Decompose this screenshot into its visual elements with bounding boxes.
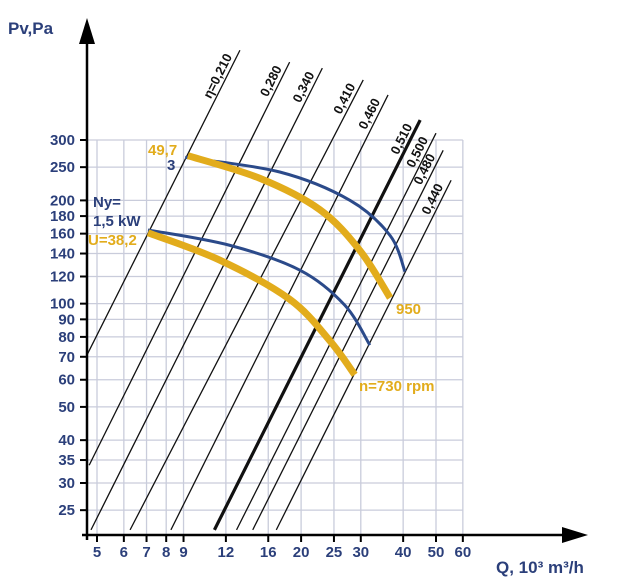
x-tick-label: 16	[260, 544, 277, 561]
efficiency-line	[90, 67, 323, 531]
y-tick-label: 120	[50, 268, 75, 285]
y-tick-label: 35	[58, 452, 75, 469]
annotation-u-high: 49,7	[148, 142, 177, 159]
efficiency-label: η=0,210	[200, 51, 235, 101]
y-axis-title: Pv,Pa	[8, 19, 54, 38]
annotation-ny-label: Ny=	[93, 194, 121, 211]
efficiency-line	[170, 94, 389, 531]
y-tick-label: 40	[58, 432, 75, 449]
y-tick-label: 300	[50, 132, 75, 149]
x-tick-label: 40	[395, 544, 412, 561]
y-tick-label: 90	[58, 311, 75, 328]
y-tick-label: 70	[58, 349, 75, 366]
y-tick-label: 25	[58, 502, 75, 519]
annotation-u-low: U=38,2	[88, 232, 137, 249]
efficiency-line	[129, 79, 364, 531]
curve-n-730-rpm	[146, 229, 358, 377]
annotations: 49,7 3 Ny= 1,5 kW U=38,2 950 n=730 rpm	[88, 142, 434, 395]
efficiency-line	[88, 61, 291, 466]
annotation-ny-high: 3	[167, 157, 175, 174]
x-tick-label: 5	[93, 544, 101, 561]
x-tick-label: 6	[120, 544, 128, 561]
y-axis-arrow	[79, 18, 95, 44]
efficiency-line	[235, 132, 437, 531]
y-tick-label: 200	[50, 192, 75, 209]
efficiency-line	[252, 149, 444, 531]
x-tick-label: 30	[352, 544, 369, 561]
x-tick-label: 12	[218, 544, 235, 561]
x-tick-label: 8	[162, 544, 170, 561]
y-tick-label: 50	[58, 399, 75, 416]
efficiency-lines: η=0,210 0,280 0,340 0,4100,4600,5100,5000,4…	[86, 49, 452, 531]
efficiency-line	[275, 179, 452, 531]
curve-power-3-kw	[184, 155, 407, 273]
y-tick-label: 250	[50, 159, 75, 176]
x-tick-label: 7	[142, 544, 150, 561]
y-tick-label: 180	[50, 208, 75, 225]
x-tick-label: 25	[326, 544, 343, 561]
grid	[87, 139, 464, 535]
annotation-ny-low: 1,5 kW	[93, 213, 141, 230]
x-tick-label: 9	[179, 544, 187, 561]
y-tick-label: 160	[50, 226, 75, 243]
annotation-n-high: 950	[396, 301, 421, 318]
annotation-n-low: n=730 rpm	[359, 378, 434, 395]
x-tick-label: 20	[293, 544, 310, 561]
y-tick-label: 80	[58, 329, 75, 346]
axes: Pv,Pa Q, 10³ m³/h	[8, 18, 588, 577]
x-tick-label: 60	[454, 544, 471, 561]
x-axis-arrow	[562, 527, 588, 543]
performance-curves	[146, 152, 407, 377]
y-tick-label: 140	[50, 246, 75, 263]
x-axis-title: Q, 10³ m³/h	[496, 558, 584, 577]
efficiency-line	[86, 49, 241, 356]
curve-power-1-5-kw	[147, 228, 372, 346]
y-tick-label: 30	[58, 475, 75, 492]
x-tick-label: 50	[428, 544, 445, 561]
curve-n-950-rpm	[186, 152, 394, 300]
y-tick-label: 60	[58, 372, 75, 389]
y-tick-label: 100	[50, 296, 75, 313]
